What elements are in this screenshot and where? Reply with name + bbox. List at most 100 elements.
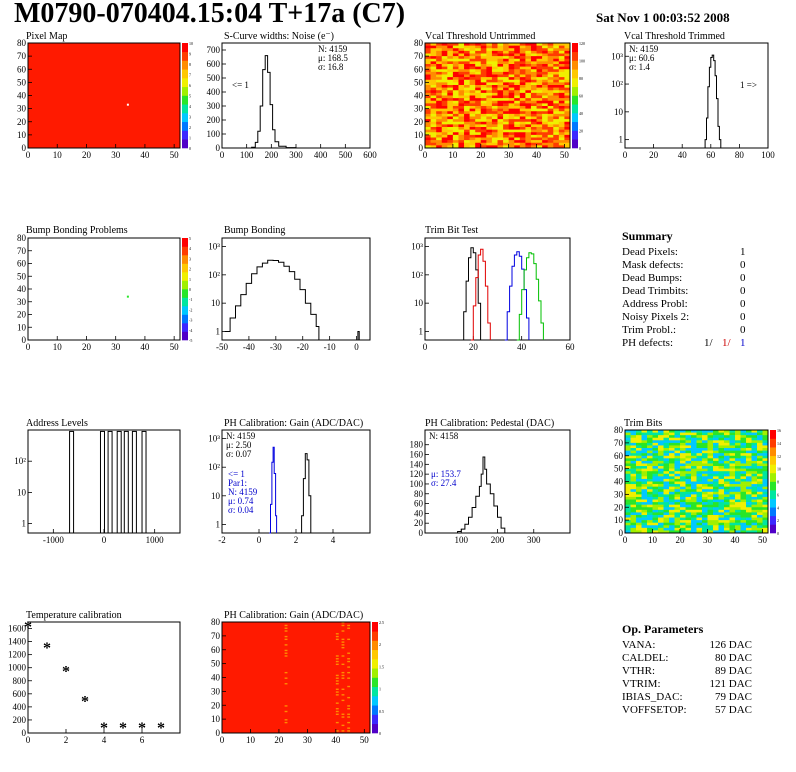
heatmap-cell [636,435,642,439]
heatmap-cell [713,453,719,457]
heatmap-cell [663,514,670,518]
heatmap-cell [647,486,653,490]
heatmap-cell [680,458,686,462]
heatmap-cell [729,466,736,469]
summary-ph-value: 1 [740,337,746,349]
heatmap-cell [441,85,448,88]
heatmap-cell [718,499,725,503]
heatmap-cell [475,108,482,112]
heatmap-cell [669,481,675,485]
heatmap-cell [696,430,703,433]
heatmap-cell [685,496,692,500]
heatmap-cell [702,507,708,511]
heatmap-cell [724,471,730,475]
heatmap-cell [497,121,504,125]
heatmap-cell [475,111,482,115]
heatmap-cell [663,450,670,454]
heatmap-cell [514,95,521,99]
heatmap-cell [553,140,560,144]
heatmap-cell [497,48,504,52]
heatmap-cell [514,121,521,125]
heatmap-cell [707,471,714,475]
summary-row: Address Probl: 0 [622,298,752,311]
colorbar-label: 5 [189,94,191,99]
heatmap-cell [669,440,675,444]
heatmap-cell [558,137,565,141]
heatmap-cell [547,140,554,144]
heatmap-cell [536,134,543,138]
heatmap-cell [724,478,730,482]
heatmap-cell [530,69,537,73]
chart-panel: PH Calibration: Gain (ADC/DAC)-2 0 2 411010… [208,418,371,545]
heatmap-cell [746,435,752,439]
heatmap-cell [680,471,686,475]
heatmap-cell [491,77,498,81]
heatmap-cell [625,468,631,472]
heatmap-cell [464,140,470,144]
series-line [703,54,722,149]
heatmap-cell [464,85,470,88]
heatmap-cell [658,507,664,511]
heatmap-cell [447,129,454,133]
heatmap-cell [702,471,708,475]
heatmap-cell [713,486,719,490]
heatmap-cell [691,512,697,516]
heatmap-cell [480,100,487,104]
heatmap-cell [469,50,476,54]
heatmap-cell [508,82,515,86]
heatmap-cell [652,440,659,444]
heatmap-cell [746,517,752,521]
op-param-row-value: 79 DAC [715,691,752,703]
scatter-point: * [119,720,127,737]
heatmap-cell [536,56,543,60]
heatmap-cell [441,50,448,54]
heatmap-cell [480,116,487,120]
heatmap-cell [525,134,532,138]
heatmap-cell [680,502,686,505]
heatmap-cell [636,484,642,487]
heatmap-cell [491,66,498,70]
heatmap-cell [630,466,637,469]
heatmap-cell [751,476,758,480]
heatmap-cell [680,445,686,449]
heatmap-cell [447,137,454,141]
heatmap-cell [514,87,521,91]
heatmap-cell [718,437,725,441]
heatmap-cell [430,56,437,60]
op-param-row: VOFFSETOP: 57 DAC [622,704,752,717]
heatmap-cell [452,79,459,83]
heatmap-cell [625,442,631,446]
heatmap-cell [674,494,681,498]
heatmap-cell [746,471,752,475]
heatmap-cell [284,627,288,629]
heatmap-cell [553,106,560,109]
heatmap-cell [447,66,454,70]
heatmap-cell [558,58,565,62]
heatmap-cell [746,514,752,518]
heatmap-cell [469,140,476,144]
heatmap-cell [729,435,736,439]
x-tick-label: 6 [140,735,145,745]
summary-row: Mask defects: 0 [622,259,752,272]
chart-title: Pixel Map [26,31,67,42]
colorbar-segment [572,104,578,114]
heatmap-cell [630,509,637,513]
heatmap-cell [564,134,571,138]
heatmap-cell [430,121,437,125]
y-tick-label: 10³ [611,51,623,61]
heatmap-cell [636,445,642,449]
heatmap-cell [685,448,692,451]
heatmap-cell [542,92,548,96]
heatmap-cell [685,458,692,462]
heatmap-cell [497,82,504,86]
heatmap-cell [452,45,459,49]
colorbar-segment [182,297,188,307]
heatmap-cell [735,502,741,505]
heatmap-cell [652,445,659,449]
heatmap-cell [558,56,565,60]
heatmap-cell [757,448,763,451]
heatmap-cell [425,53,431,57]
heatmap-cell [547,142,554,146]
heatmap-cell [525,50,532,54]
heatmap-cell [530,142,537,146]
